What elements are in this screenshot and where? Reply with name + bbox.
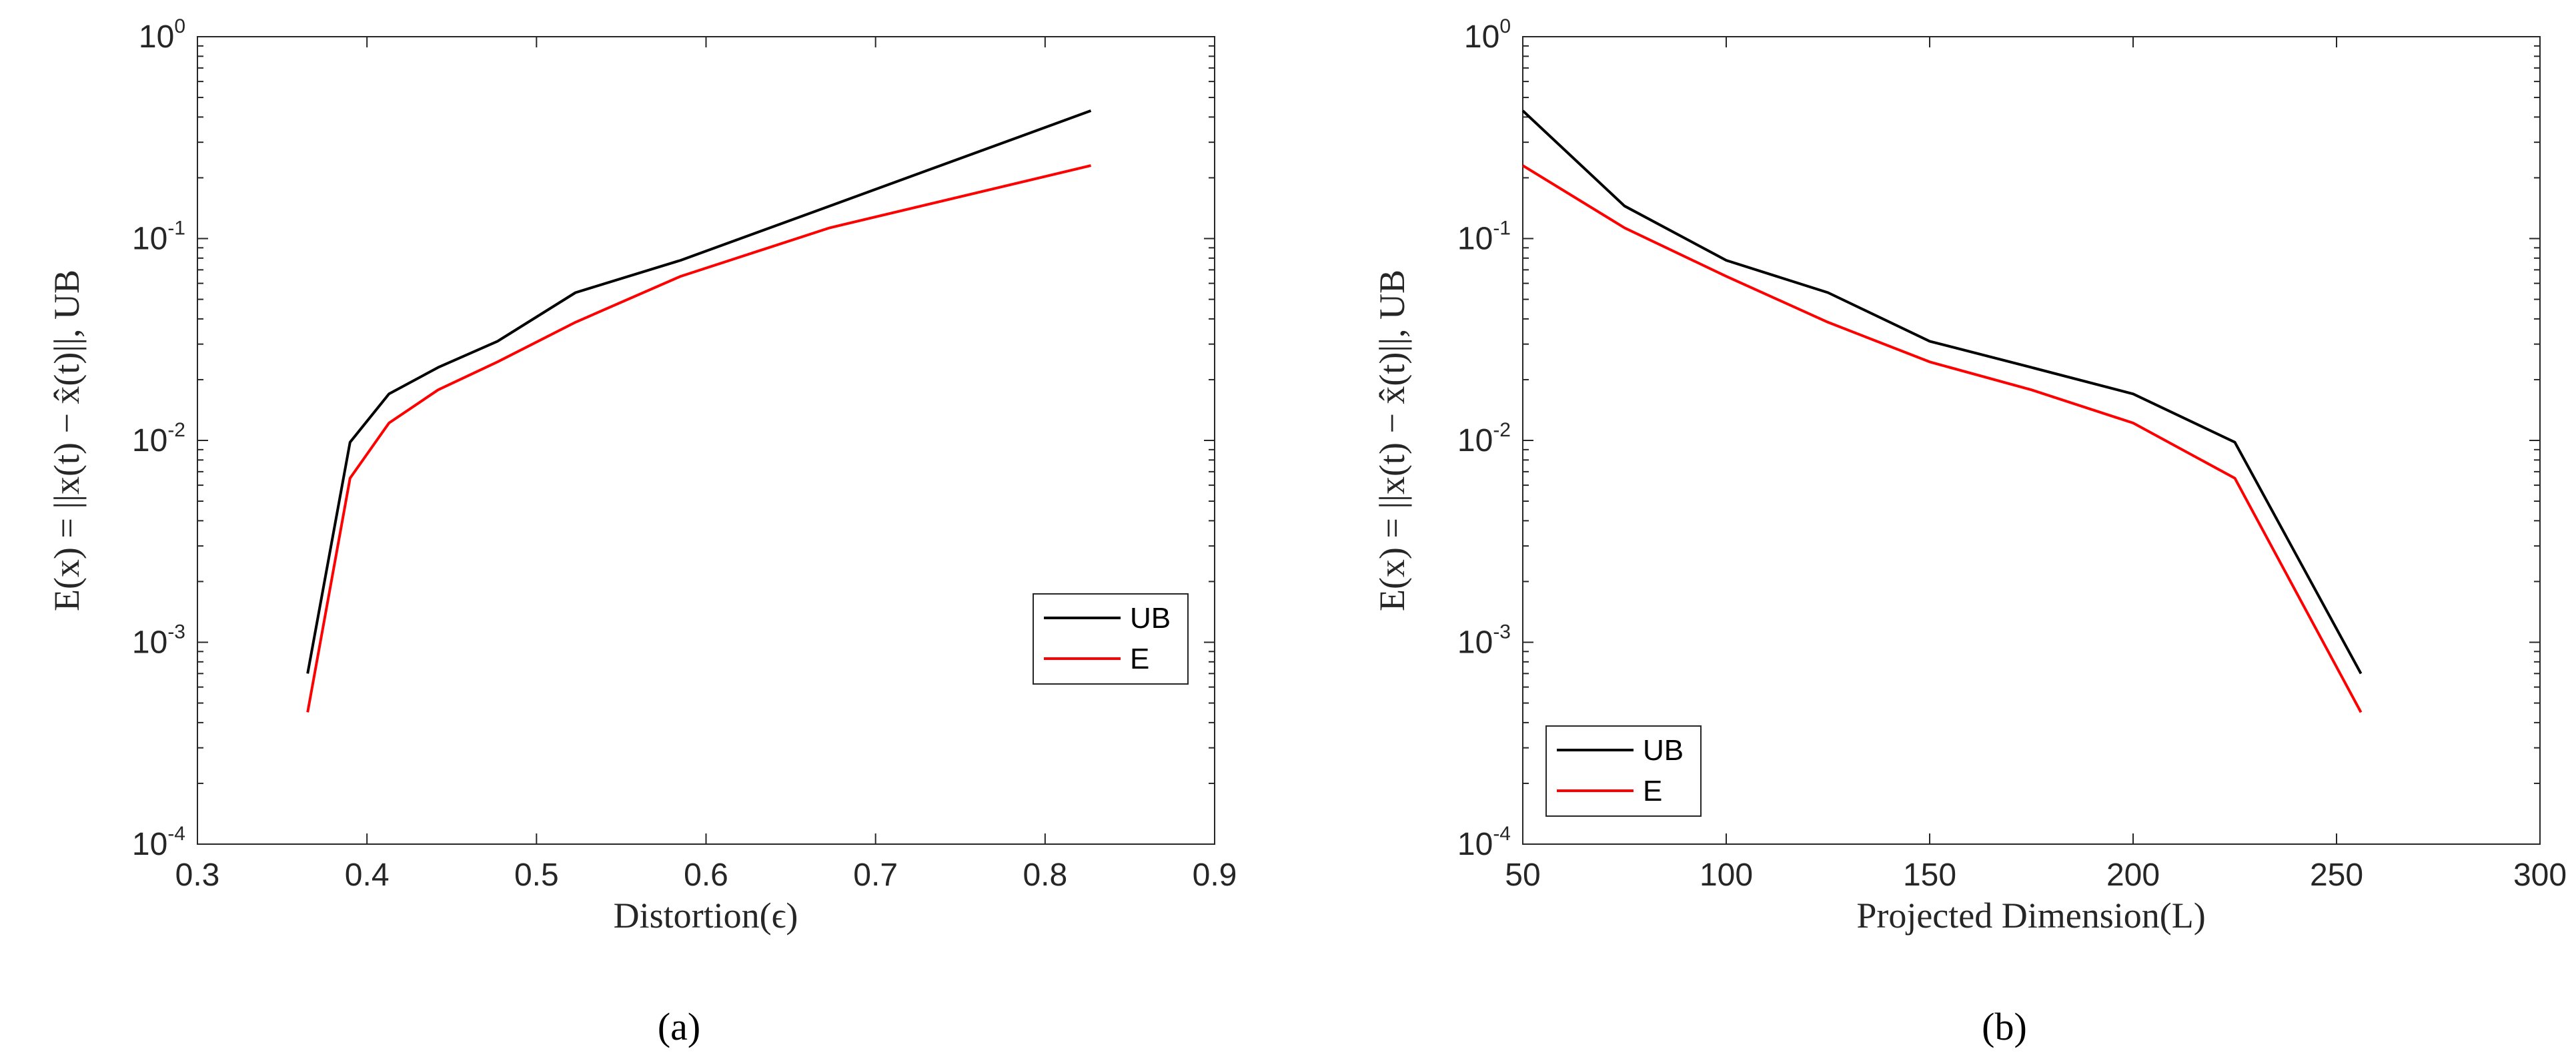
series-a [306, 109, 1092, 713]
x-tick-label: 50 [1505, 857, 1540, 893]
x-tick-label: 0.7 [853, 857, 898, 893]
legend-a: UB E [1033, 593, 1189, 685]
y-tick-label: 10-2 [1457, 419, 1511, 458]
y-tick-label: 100 [139, 15, 185, 55]
x-tick-label: 150 [1903, 857, 1956, 893]
x-tick-label: 0.9 [1193, 857, 1237, 893]
y-tick-label: 10-4 [1457, 823, 1511, 862]
x-ticks-b: 50 100 150 200 250 300 [1505, 37, 2567, 893]
y-tick-label: 10-3 [1457, 621, 1511, 661]
y-tick-label: 10-1 [1457, 218, 1511, 257]
series-line-ub [306, 109, 1092, 674]
x-axis-label-b: Projected Dimension(L) [1856, 896, 2205, 936]
x-tick-label: 0.6 [684, 857, 728, 893]
x-tick-label: 0.5 [514, 857, 559, 893]
x-tick-label: 200 [2106, 857, 2160, 893]
legend-box-b [1545, 725, 1702, 817]
x-tick-label: 0.8 [1023, 857, 1067, 893]
caption-b: (b) [1982, 1005, 2027, 1048]
caption-a: (a) [658, 1005, 700, 1048]
plot-area-b [1522, 36, 2541, 845]
x-ticks-a: 0.3 0.4 0.5 0.6 0.7 0.8 0.9 [175, 37, 1237, 893]
y-axis-label-a: E(x) = ||x(t) − x̂(t)||, UB [47, 270, 87, 611]
y-tick-label: 10-4 [132, 823, 185, 862]
legend-label-e-a: E [1130, 643, 1149, 675]
legend-label-ub-a: UB [1130, 602, 1171, 635]
plot-area-a [197, 36, 1215, 845]
series-b [1521, 109, 2363, 713]
legend-label-ub-b: UB [1643, 734, 1684, 767]
x-tick-label: 100 [1700, 857, 1753, 893]
y-axis-label-b: E(x) = ||x(t) − x̂(t)||, UB [1372, 270, 1412, 611]
x-tick-label: 250 [2310, 857, 2363, 893]
x-tick-label: 0.3 [175, 857, 220, 893]
y-tick-label: 100 [1464, 15, 1511, 55]
panel-b: 10-4 10-3 10-2 10-1 100 50 100 150 200 250 300 Pr… [1372, 15, 2567, 1048]
series-line-e [1521, 164, 2363, 713]
series-line-e [306, 164, 1091, 713]
legend-box-a [1033, 593, 1189, 685]
y-ticks-b: 10-4 10-3 10-2 10-1 100 [1457, 15, 2540, 862]
legend-b: UB E [1545, 725, 1702, 817]
series-line-ub [1521, 109, 2363, 675]
x-axis-label-a: Distortion(ϵ) [614, 896, 798, 936]
y-tick-label: 10-3 [132, 621, 185, 661]
y-tick-label: 10-1 [132, 218, 185, 257]
y-tick-label: 10-2 [132, 419, 185, 458]
legend-label-e-b: E [1643, 775, 1662, 807]
x-tick-label: 300 [2513, 857, 2567, 893]
x-tick-label: 0.4 [345, 857, 390, 893]
y-ticks-a: 10-4 10-3 10-2 10-1 100 [132, 15, 1215, 862]
